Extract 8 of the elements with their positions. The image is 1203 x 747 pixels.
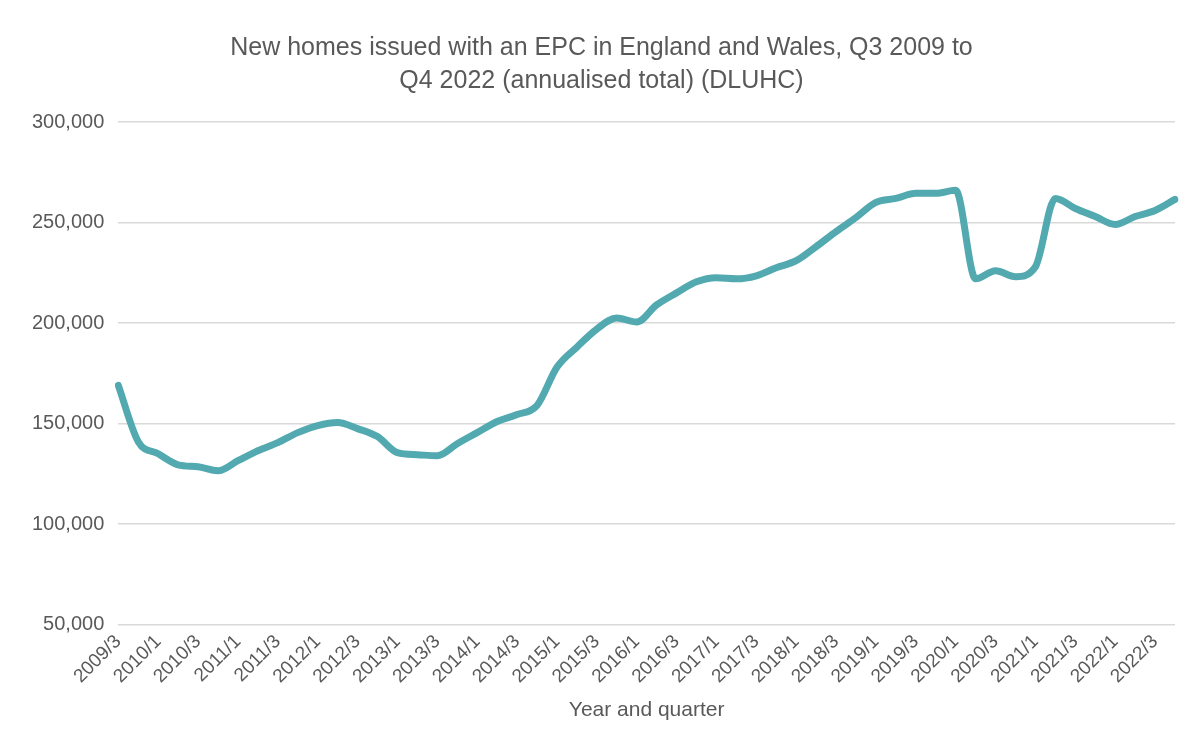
y-tick-label: 50,000 (43, 612, 105, 635)
y-tick-label: 200,000 (32, 310, 105, 333)
x-axis-title: Year and quarter (568, 697, 725, 721)
y-tick-label: 300,000 (32, 109, 105, 132)
chart-title: New homes issued with an EPC in England and Wales, Q3 2009 to Q4 2022 (annualised total) (DLUHC) (229, 31, 974, 95)
y-tick-label: 250,000 (32, 210, 105, 233)
y-tick-label: 100,000 (32, 511, 105, 534)
y-tick-label: 150,000 (32, 411, 105, 434)
